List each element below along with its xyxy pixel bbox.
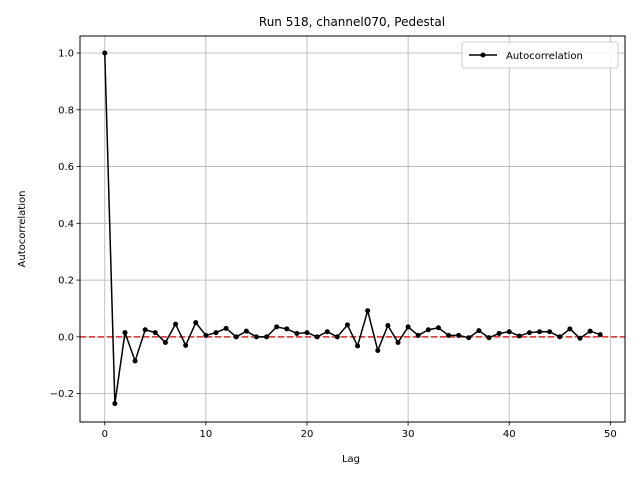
- x-tick-label: 50: [604, 429, 617, 440]
- data-point: [112, 401, 118, 407]
- data-point: [334, 334, 340, 340]
- data-point: [213, 330, 219, 336]
- y-tick-label: 0.6: [58, 162, 74, 173]
- x-tick-label: 30: [402, 429, 415, 440]
- data-point: [162, 340, 168, 346]
- data-point: [435, 325, 441, 331]
- x-tick-label: 20: [301, 429, 314, 440]
- data-point: [526, 330, 532, 336]
- y-tick-label: 1.0: [58, 49, 74, 60]
- data-point: [122, 330, 128, 336]
- legend-marker-sample: [480, 52, 486, 58]
- data-point: [223, 325, 229, 331]
- data-point: [587, 328, 593, 334]
- data-point: [193, 320, 199, 326]
- data-point: [537, 329, 543, 335]
- data-point: [173, 321, 179, 327]
- y-tick-label: 0.2: [58, 276, 74, 287]
- data-point: [102, 50, 108, 56]
- data-point: [567, 326, 573, 332]
- data-point: [375, 347, 381, 353]
- plot-frame: [79, 35, 626, 423]
- y-tick-label: 0.0: [58, 332, 74, 343]
- x-tick-label: 0: [102, 429, 108, 440]
- legend-box: [461, 41, 619, 69]
- data-point: [476, 328, 482, 334]
- data-point: [486, 335, 492, 341]
- x-tick-label: 10: [200, 429, 213, 440]
- data-point: [183, 342, 189, 348]
- x-axis-ticks: 0 10 20 30 40 50: [102, 422, 617, 440]
- legend-label: Autocorrelation: [506, 51, 583, 62]
- series-group: [102, 50, 603, 407]
- data-point: [456, 332, 462, 338]
- y-axis-ticks: −0.2 0.0 0.2 0.4 0.6 0.8 1.0: [50, 49, 80, 400]
- data-point: [152, 330, 158, 336]
- data-point: [243, 328, 249, 334]
- data-point: [557, 334, 563, 340]
- data-point: [516, 333, 522, 339]
- x-axis-label: Lag: [342, 454, 360, 465]
- data-point: [506, 329, 512, 335]
- data-point: [284, 326, 290, 332]
- data-point: [203, 332, 209, 338]
- data-point: [264, 334, 270, 340]
- data-point: [294, 330, 300, 336]
- data-point: [385, 323, 391, 328]
- y-tick-label: 0.4: [58, 219, 74, 230]
- data-point: [253, 334, 259, 340]
- legend: Autocorrelation: [461, 41, 619, 69]
- data-point: [446, 332, 452, 338]
- data-point: [314, 334, 320, 340]
- chart-title: Run 518, channel070, Pedestal: [259, 15, 445, 29]
- data-point: [365, 308, 371, 314]
- data-point: [466, 335, 472, 341]
- data-point: [425, 327, 431, 333]
- data-point: [233, 334, 239, 340]
- x-tick-label: 40: [503, 429, 516, 440]
- y-axis-label: Autocorrelation: [17, 191, 28, 268]
- data-point: [395, 340, 401, 346]
- data-point: [274, 324, 280, 330]
- data-point: [344, 322, 350, 328]
- data-point: [405, 324, 411, 330]
- data-point: [496, 330, 502, 336]
- data-point: [577, 335, 583, 341]
- data-point: [415, 332, 421, 338]
- data-point: [597, 332, 603, 338]
- data-point: [132, 358, 138, 364]
- data-point: [355, 343, 361, 349]
- y-tick-label: 0.8: [58, 105, 74, 116]
- data-point: [142, 327, 148, 333]
- data-point: [547, 329, 553, 335]
- data-point: [304, 330, 310, 336]
- y-tick-label: −0.2: [50, 389, 74, 400]
- data-point: [324, 329, 330, 335]
